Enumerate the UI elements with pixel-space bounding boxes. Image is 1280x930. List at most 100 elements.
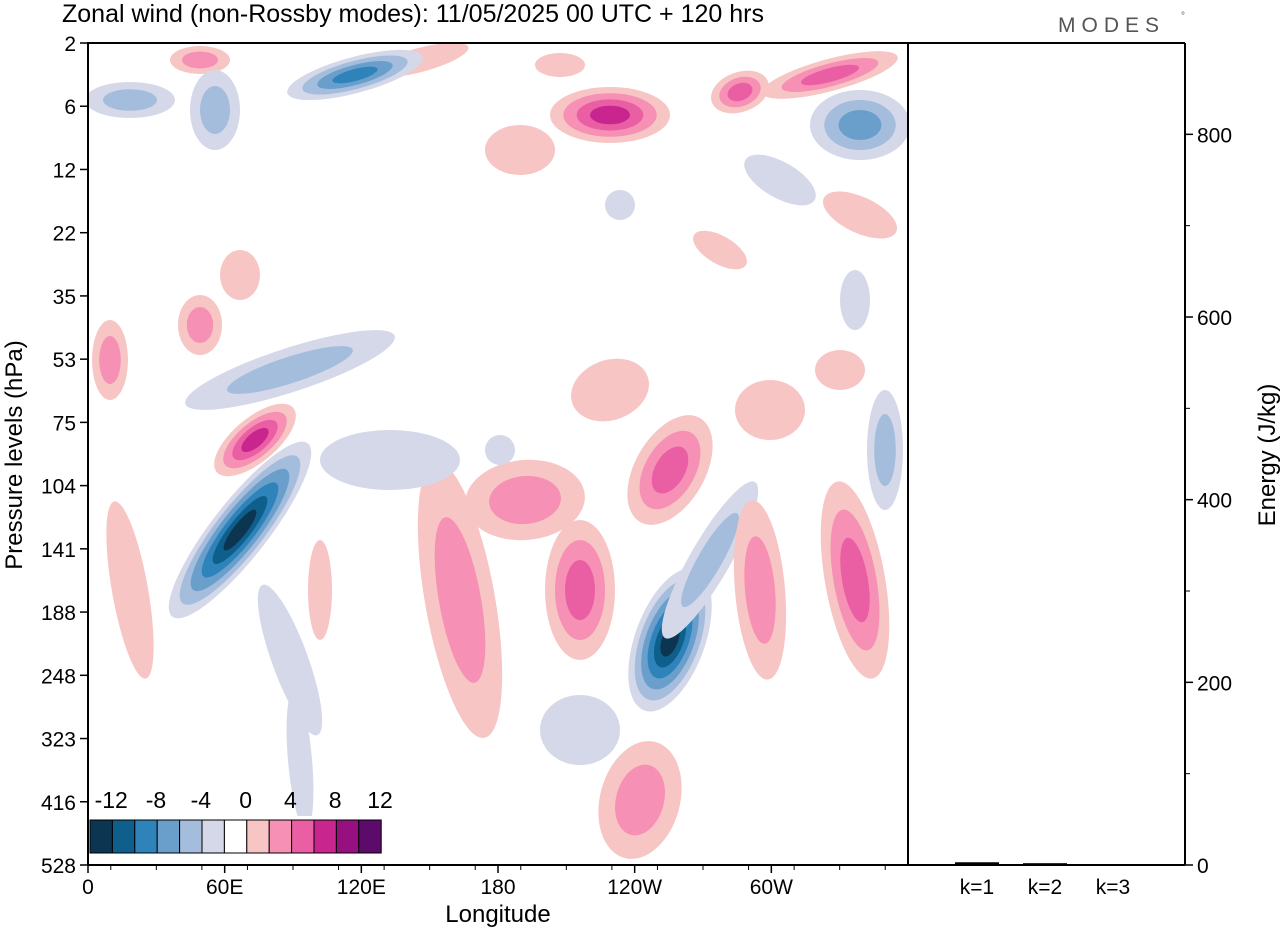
contour-band — [565, 560, 595, 620]
contour-band — [800, 64, 860, 86]
colorbar-swatch — [335, 819, 360, 854]
colorbar-swatch — [156, 819, 181, 854]
contour-band — [434, 517, 486, 683]
y-tick-label: 75 — [53, 412, 76, 435]
contour-band — [223, 509, 257, 551]
colorbar-tick-label: -12 — [95, 787, 128, 813]
colorbar-swatch — [358, 819, 382, 854]
contour-band — [220, 250, 260, 300]
colorbar-swatch — [291, 819, 315, 854]
contour-band — [257, 584, 323, 736]
energy-tick-label: 0 — [1197, 855, 1209, 878]
colorbar-swatch — [223, 819, 248, 854]
x-tick-label: 180 — [480, 876, 515, 899]
colorbar-swatch — [111, 819, 136, 854]
energy-category-label: k=2 — [1028, 876, 1062, 899]
colorbar-tick-label: 8 — [329, 787, 342, 813]
contour-band — [727, 82, 753, 102]
y-tick-label: 12 — [53, 159, 76, 182]
colorbar-swatch — [179, 819, 203, 854]
colorbar-swatch — [246, 819, 270, 854]
energy-tick-label: 400 — [1197, 490, 1232, 513]
contour-band — [815, 350, 865, 390]
energy-tick-label: 800 — [1197, 124, 1232, 147]
energy-tick-label: 600 — [1197, 307, 1232, 330]
contour-band — [571, 358, 649, 422]
colorbar: -12 -8 -4 0 4 8 12 — [88, 787, 393, 856]
energy-category-label: k=1 — [960, 876, 994, 899]
contour-band — [744, 154, 816, 206]
modes-logo: MODES — [1058, 14, 1165, 37]
logo-mark: ° — [1181, 11, 1185, 22]
y-tick-label: 2 — [64, 33, 76, 56]
energy-bars: k=1 k=2 k=3 — [955, 862, 1135, 899]
colorbar-swatch — [89, 819, 113, 854]
contour-band — [489, 475, 561, 525]
y-axis-label: Pressure levels (hPa) — [1, 340, 28, 569]
contour-band — [744, 536, 776, 644]
contour-band — [535, 53, 585, 77]
energy-tick-label: 200 — [1197, 672, 1232, 695]
energy-bar — [1023, 863, 1067, 865]
y-tick-label: 35 — [53, 286, 76, 309]
energy-axis-ticks: 0 200 400 600 800 — [1185, 124, 1232, 878]
y-tick-label: 22 — [53, 223, 76, 246]
x-axis-label: Longitude — [445, 901, 550, 928]
contour-band — [286, 690, 314, 830]
contour-band — [838, 110, 882, 140]
contour-band — [540, 695, 620, 765]
contour-band — [681, 512, 739, 608]
chart-title: Zonal wind (non-Rossby modes): 11/05/202… — [62, 0, 764, 28]
contour-band — [840, 270, 870, 330]
contour-band — [485, 125, 555, 175]
contour-band — [590, 105, 630, 125]
contour-band — [735, 380, 805, 440]
colorbar-swatch — [268, 819, 293, 854]
y-tick-label: 6 — [64, 96, 76, 119]
y-tick-label: 323 — [41, 729, 76, 752]
y-tick-label: 141 — [41, 539, 76, 562]
contour-band — [186, 307, 214, 343]
energy-axis-label: Energy (J/kg) — [1254, 384, 1280, 527]
contour-band — [615, 764, 665, 836]
energy-bar — [955, 862, 999, 865]
y-axis-ticks: 2 6 12 22 35 53 75 104 141 188 248 323 416 528 — [41, 33, 88, 878]
contour-band — [308, 540, 332, 640]
contour-band — [182, 51, 218, 69]
contour-band — [840, 537, 870, 623]
contour-band — [651, 446, 689, 494]
contour-band — [605, 190, 635, 220]
contour-band — [693, 230, 747, 270]
contour-band — [106, 501, 154, 679]
colorbar-swatch — [313, 819, 337, 854]
contour-band — [822, 191, 898, 239]
energy-category-label: k=3 — [1096, 876, 1130, 899]
colorbar-tick-label: 4 — [284, 787, 297, 813]
y-tick-label: 53 — [53, 349, 76, 372]
x-tick-label: 120E — [337, 876, 386, 899]
contour-band — [485, 435, 515, 465]
colorbar-swatch — [201, 819, 225, 854]
x-tick-label: 60E — [206, 876, 243, 899]
contour-band — [320, 430, 460, 490]
colorbar-tick-label: 0 — [239, 787, 252, 813]
y-tick-label: 188 — [41, 602, 76, 625]
x-tick-label: 60W — [750, 876, 793, 899]
x-tick-label: 120W — [607, 876, 662, 899]
contour-band — [874, 414, 896, 486]
y-tick-label: 248 — [41, 665, 76, 688]
y-tick-label: 104 — [41, 476, 76, 499]
contour-band — [99, 336, 121, 384]
contour-band — [200, 86, 230, 134]
energy-bar — [1091, 864, 1135, 866]
contour-band — [241, 427, 269, 453]
y-tick-label: 528 — [41, 855, 76, 878]
x-axis-ticks: 0 60E 120E 180 120W 60W — [82, 865, 886, 899]
colorbar-tick-label: -8 — [146, 787, 166, 813]
contour-band — [103, 89, 157, 111]
x-tick-label: 0 — [82, 876, 94, 899]
contour-field — [88, 43, 908, 865]
y-tick-label: 416 — [41, 792, 76, 815]
contour-band — [332, 66, 378, 84]
